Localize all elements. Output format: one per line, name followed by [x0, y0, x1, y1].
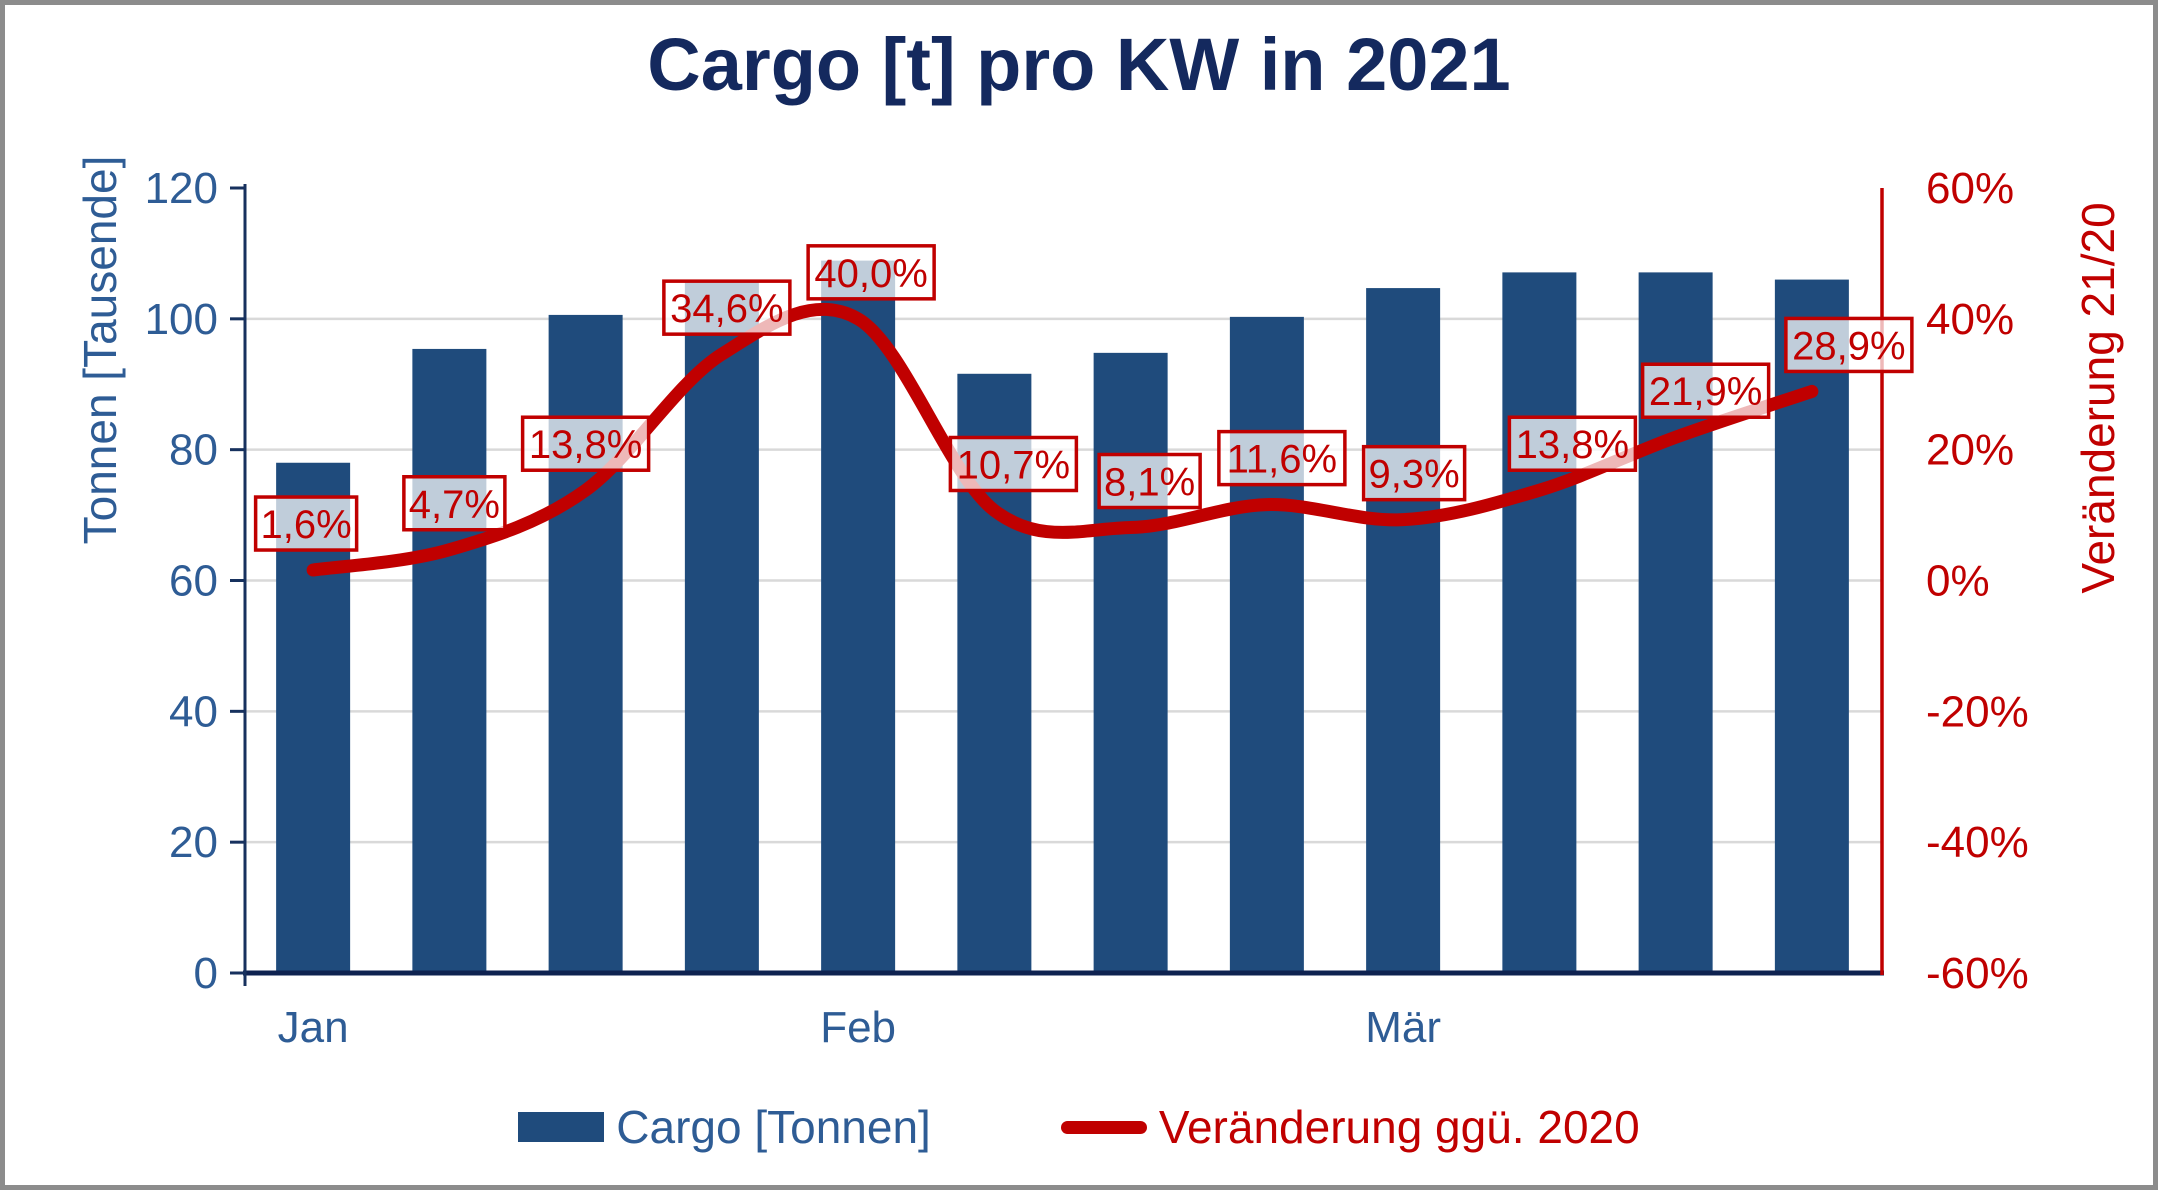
bar-week-7: [1093, 352, 1168, 974]
data-label-week-6: 10,7%: [957, 444, 1070, 488]
data-label-week-12: 28,9%: [1792, 324, 1905, 368]
right-axis-tick-label: 40%: [1926, 295, 2014, 344]
data-label-week-2: 4,7%: [409, 483, 500, 527]
data-label-box-week-6: [948, 435, 1079, 493]
data-label-week-10: 13,8%: [1516, 423, 1629, 467]
legend-item-cargo: Cargo [Tonnen]: [518, 1100, 931, 1154]
data-label-box-week-9: [1361, 444, 1467, 502]
x-axis-month-label: Feb: [820, 1003, 896, 1052]
data-label-week-11: 21,9%: [1649, 370, 1762, 414]
bar-week-12: [1774, 279, 1849, 973]
bar-series-swatch-icon: [518, 1112, 605, 1142]
bar-week-4: [684, 281, 759, 973]
right-axis-tick-label: -40%: [1926, 818, 2029, 867]
data-label-box-week-2: [402, 475, 507, 532]
bar-week-9: [1366, 288, 1441, 973]
data-label-week-9: 9,3%: [1369, 453, 1460, 497]
data-label-box-week-3: [520, 415, 651, 472]
data-label-week-7: 8,1%: [1104, 461, 1195, 505]
line-series-swatch-icon: [1060, 1120, 1147, 1134]
left-axis-tick-label: 80: [169, 426, 218, 475]
veraenderung-line-series: [306, 302, 1819, 577]
data-label-box-week-12: [1784, 316, 1914, 374]
bar-week-5: [821, 260, 896, 973]
right-axis-tick-label: 20%: [1926, 426, 2014, 475]
data-label-week-5: 40,0%: [814, 252, 927, 296]
right-axis-tick-label: 60%: [1926, 164, 2014, 213]
legend-label-veraenderung: Veränderung ggü. 2020: [1158, 1101, 1640, 1153]
bar-week-2: [412, 348, 487, 973]
data-label-box-week-7: [1097, 452, 1202, 510]
data-label-week-1: 1,6%: [261, 503, 352, 547]
left-axis-tick-label: 40: [169, 687, 218, 736]
legend-item-veraenderung: Veränderung ggü. 2020: [1060, 1100, 1640, 1154]
data-label-week-8: 11,6%: [1227, 438, 1337, 482]
left-axis-tick-label: 0: [194, 949, 218, 998]
data-label-box-week-1: [253, 495, 359, 552]
left-axis-tick-label: 60: [169, 557, 218, 606]
right-axis-tick-label: 0%: [1926, 557, 1990, 606]
right-axis-tick-label: -60%: [1926, 949, 2029, 998]
x-axis-month-label: Mär: [1365, 1003, 1441, 1052]
data-label-week-4: 34,6%: [670, 287, 783, 331]
bar-week-8: [1229, 316, 1304, 973]
left-axis-tick-label: 100: [145, 295, 218, 344]
bar-week-10: [1502, 272, 1577, 973]
legend-label-cargo: Cargo [Tonnen]: [616, 1101, 931, 1153]
data-label-box-week-5: [806, 244, 936, 301]
data-label-box-week-8: [1217, 429, 1347, 487]
left-axis-tick-label: 120: [145, 164, 218, 213]
data-label-box-week-11: [1640, 362, 1771, 419]
chart-title: Cargo [t] pro KW in 2021: [647, 23, 1511, 106]
bar-week-3: [548, 314, 623, 973]
data-label-week-3: 13,8%: [529, 423, 642, 467]
chart-legend: Cargo [Tonnen] Veränderung ggü. 2020: [0, 1100, 2158, 1154]
data-label-box-week-4: [662, 279, 792, 336]
right-axis-tick-label: -20%: [1926, 687, 2029, 736]
data-label-box-week-10: [1507, 415, 1638, 472]
x-axis-month-label: Jan: [278, 1003, 349, 1052]
left-axis-tick-label: 20: [169, 818, 218, 867]
